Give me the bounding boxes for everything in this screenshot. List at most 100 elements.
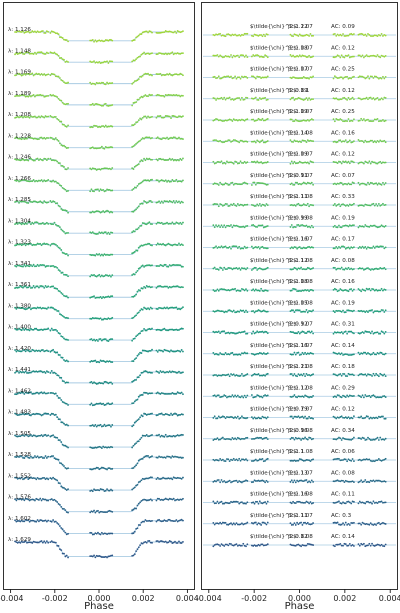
- data-point: [57, 397, 60, 399]
- wavelength-label: λ: 1.441: [8, 367, 31, 373]
- residual-point: [239, 160, 242, 163]
- residual-point: [384, 182, 387, 184]
- x-tick-label: 0.004: [379, 594, 400, 603]
- residual-point: [266, 372, 269, 375]
- data-point: [14, 53, 16, 56]
- residual-point: [256, 226, 259, 228]
- data-point: [133, 358, 136, 361]
- data-point: [60, 208, 63, 210]
- data-point: [151, 158, 153, 161]
- residual-point: [363, 480, 365, 483]
- residual-point: [310, 479, 313, 482]
- data-point: [178, 350, 180, 352]
- data-point: [16, 179, 19, 182]
- data-point: [162, 242, 164, 245]
- data-point: [156, 456, 159, 459]
- data-point: [56, 117, 59, 120]
- residual-point: [296, 268, 298, 271]
- residual-point: [312, 55, 314, 58]
- data-point: [176, 222, 179, 224]
- data-point: [182, 115, 184, 117]
- residual-point: [360, 247, 363, 249]
- residual-point: [262, 56, 265, 59]
- residual-point: [228, 96, 231, 99]
- data-point: [156, 328, 159, 331]
- data-point: [103, 211, 106, 214]
- residual-point: [382, 202, 384, 205]
- residual-point: [230, 75, 232, 78]
- residual-point: [231, 310, 234, 313]
- residual-point: [293, 160, 296, 163]
- residual-point: [254, 141, 257, 144]
- residual-point: [380, 183, 383, 186]
- residual-point: [243, 330, 246, 333]
- data-point: [107, 231, 110, 234]
- residual-point: [230, 395, 232, 398]
- data-point: [178, 242, 180, 245]
- data-point: [98, 60, 101, 63]
- data-point: [22, 307, 24, 309]
- data-point: [136, 164, 139, 166]
- data-point: [47, 499, 50, 502]
- residual-point: [343, 523, 346, 526]
- residual-point: [308, 502, 310, 505]
- data-point: [156, 308, 159, 310]
- wavelength-label: λ: 1.208: [8, 112, 31, 118]
- residual-point: [220, 224, 223, 227]
- residual-point: [223, 330, 226, 333]
- ac-label: AC: 0.12: [331, 88, 355, 94]
- residual-point: [223, 480, 226, 482]
- data-point: [47, 52, 50, 55]
- data-point: [28, 371, 31, 374]
- data-point: [141, 371, 144, 374]
- beta-label: β: 0.91: [288, 173, 308, 179]
- residual-point: [212, 521, 215, 524]
- residual-point: [257, 54, 260, 57]
- data-point: [39, 51, 42, 54]
- data-point: [156, 73, 159, 76]
- residual-point: [369, 544, 372, 547]
- data-point: [102, 81, 105, 84]
- data-point: [135, 142, 138, 145]
- residual-point: [221, 98, 224, 101]
- data-point: [132, 187, 135, 190]
- data-point: [133, 553, 136, 556]
- data-point: [40, 391, 43, 394]
- residual-point: [376, 436, 379, 439]
- residual-point: [250, 332, 253, 335]
- data-point: [176, 201, 179, 204]
- residual-point: [221, 226, 224, 229]
- residual-point: [342, 33, 344, 35]
- model-curve: [15, 180, 183, 191]
- x-tick-label: -0.004: [0, 594, 24, 603]
- residual-point: [239, 417, 242, 419]
- residual-point: [377, 141, 380, 143]
- data-point: [67, 275, 69, 278]
- data-point: [34, 327, 36, 330]
- data-point: [156, 221, 159, 224]
- residual-point: [347, 34, 350, 37]
- residual-point: [368, 542, 371, 545]
- residual-point: [252, 417, 255, 420]
- data-point: [180, 349, 183, 351]
- data-point: [155, 370, 158, 373]
- residual-point: [266, 457, 269, 460]
- data-point: [133, 315, 136, 318]
- wavelength-label: λ: 1.602: [8, 516, 31, 522]
- data-point: [175, 93, 178, 96]
- data-point: [162, 265, 164, 268]
- data-point: [167, 115, 170, 118]
- data-point: [35, 53, 38, 55]
- residual-point: [384, 523, 387, 525]
- data-point: [50, 370, 53, 372]
- data-point: [99, 126, 102, 128]
- data-point: [65, 338, 68, 341]
- residual-point: [243, 245, 246, 248]
- data-point: [60, 79, 63, 81]
- data-point: [133, 465, 136, 468]
- data-point: [111, 274, 114, 277]
- data-point: [131, 167, 134, 170]
- data-point: [65, 209, 68, 212]
- data-point: [166, 221, 168, 224]
- data-point: [100, 447, 103, 449]
